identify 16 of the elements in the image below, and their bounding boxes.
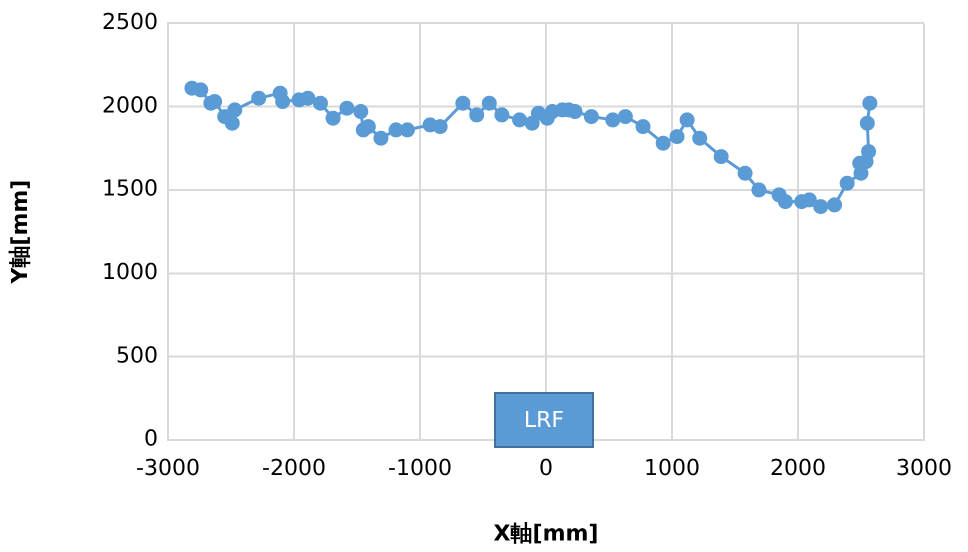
x-tick-label: 0 (539, 456, 554, 481)
x-axis-title: X軸[mm] (494, 522, 598, 547)
y-axis-title: Y軸[mm] (8, 180, 33, 285)
x-tick-label: 2000 (770, 456, 826, 481)
y-tick-label: 1500 (102, 176, 158, 202)
y-tick-label: 500 (116, 343, 158, 368)
y-tick-label: 0 (144, 426, 158, 452)
x-tick-label: 1000 (644, 456, 700, 481)
y-tick-label: 2500 (102, 10, 158, 35)
x-tick-label: -1000 (388, 456, 452, 481)
y-tick-label: 2000 (102, 93, 158, 118)
sensor-box: LRF (494, 392, 594, 448)
x-tick-label: -3000 (136, 456, 200, 481)
x-tick-label: -2000 (262, 456, 326, 481)
y-tick-label: 1000 (102, 260, 158, 285)
x-tick-label: 3000 (896, 456, 952, 481)
